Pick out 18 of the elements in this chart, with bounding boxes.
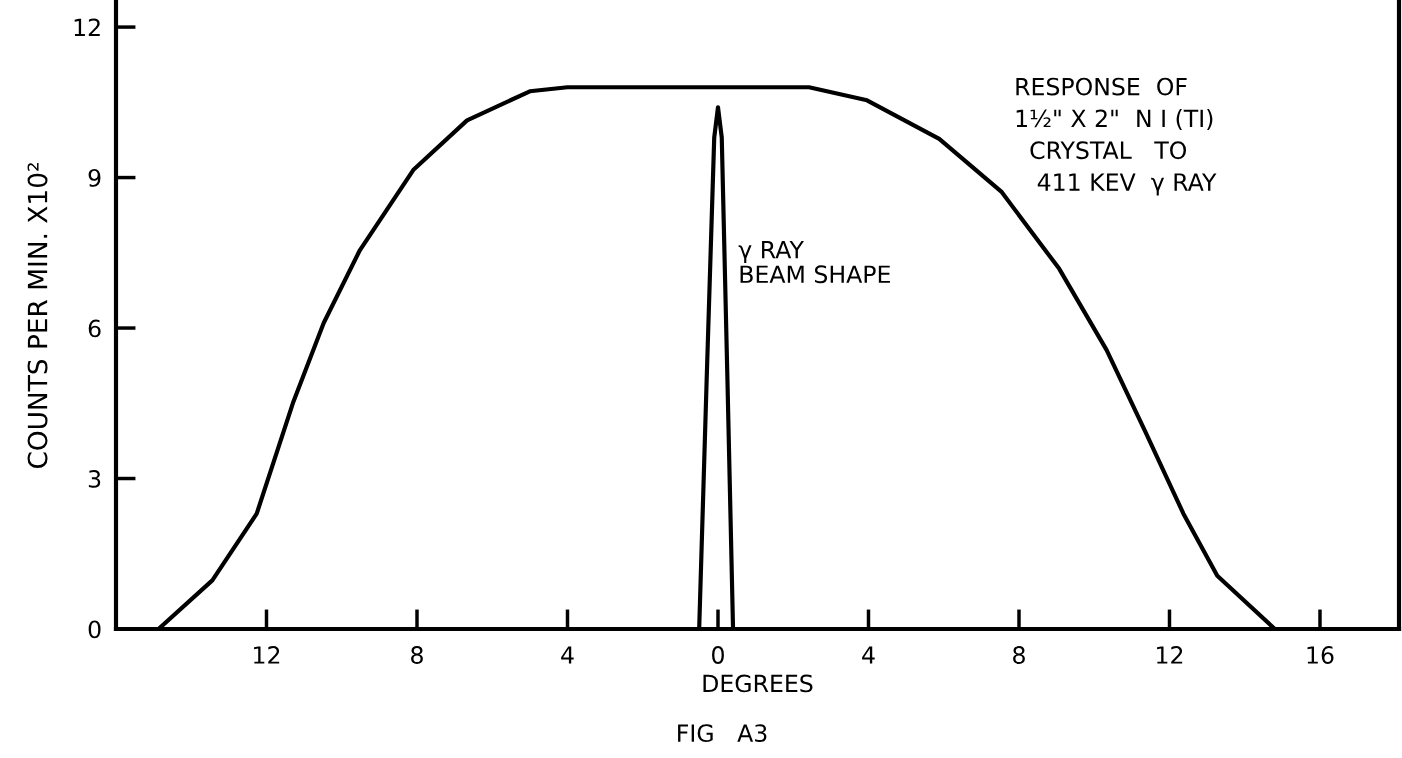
y-tick-label: 0 xyxy=(88,620,101,639)
x-tick-label: 16 xyxy=(1307,646,1334,664)
caption: FIG A3 xyxy=(678,724,767,743)
annotation: γ RAY BEAM SHAPE xyxy=(738,240,890,284)
x-tick-label: 4 xyxy=(561,646,574,664)
x-tick-label: 12 xyxy=(254,646,280,664)
x-tick-label: 8 xyxy=(1013,646,1025,664)
y-tick-label: 12 xyxy=(74,18,100,37)
annotation: RESPONSE OF 1½" X 2" N I (TI) CRYSTAL TO 411 KEV γ RAY xyxy=(1016,77,1217,196)
x-tick-label: 4 xyxy=(862,646,875,664)
x-tick-label: 12 xyxy=(1157,646,1183,664)
x-tick-label: 8 xyxy=(411,646,423,664)
x-axis-title: DEGREES xyxy=(703,674,813,693)
y-tick-label: 3 xyxy=(88,469,101,488)
x-tick-label: 0 xyxy=(712,646,724,664)
y-tick-label: 9 xyxy=(88,169,101,187)
y-tick-label: 6 xyxy=(88,319,101,338)
y-axis-title: COUNTS PER MIN. X10² xyxy=(27,163,48,469)
